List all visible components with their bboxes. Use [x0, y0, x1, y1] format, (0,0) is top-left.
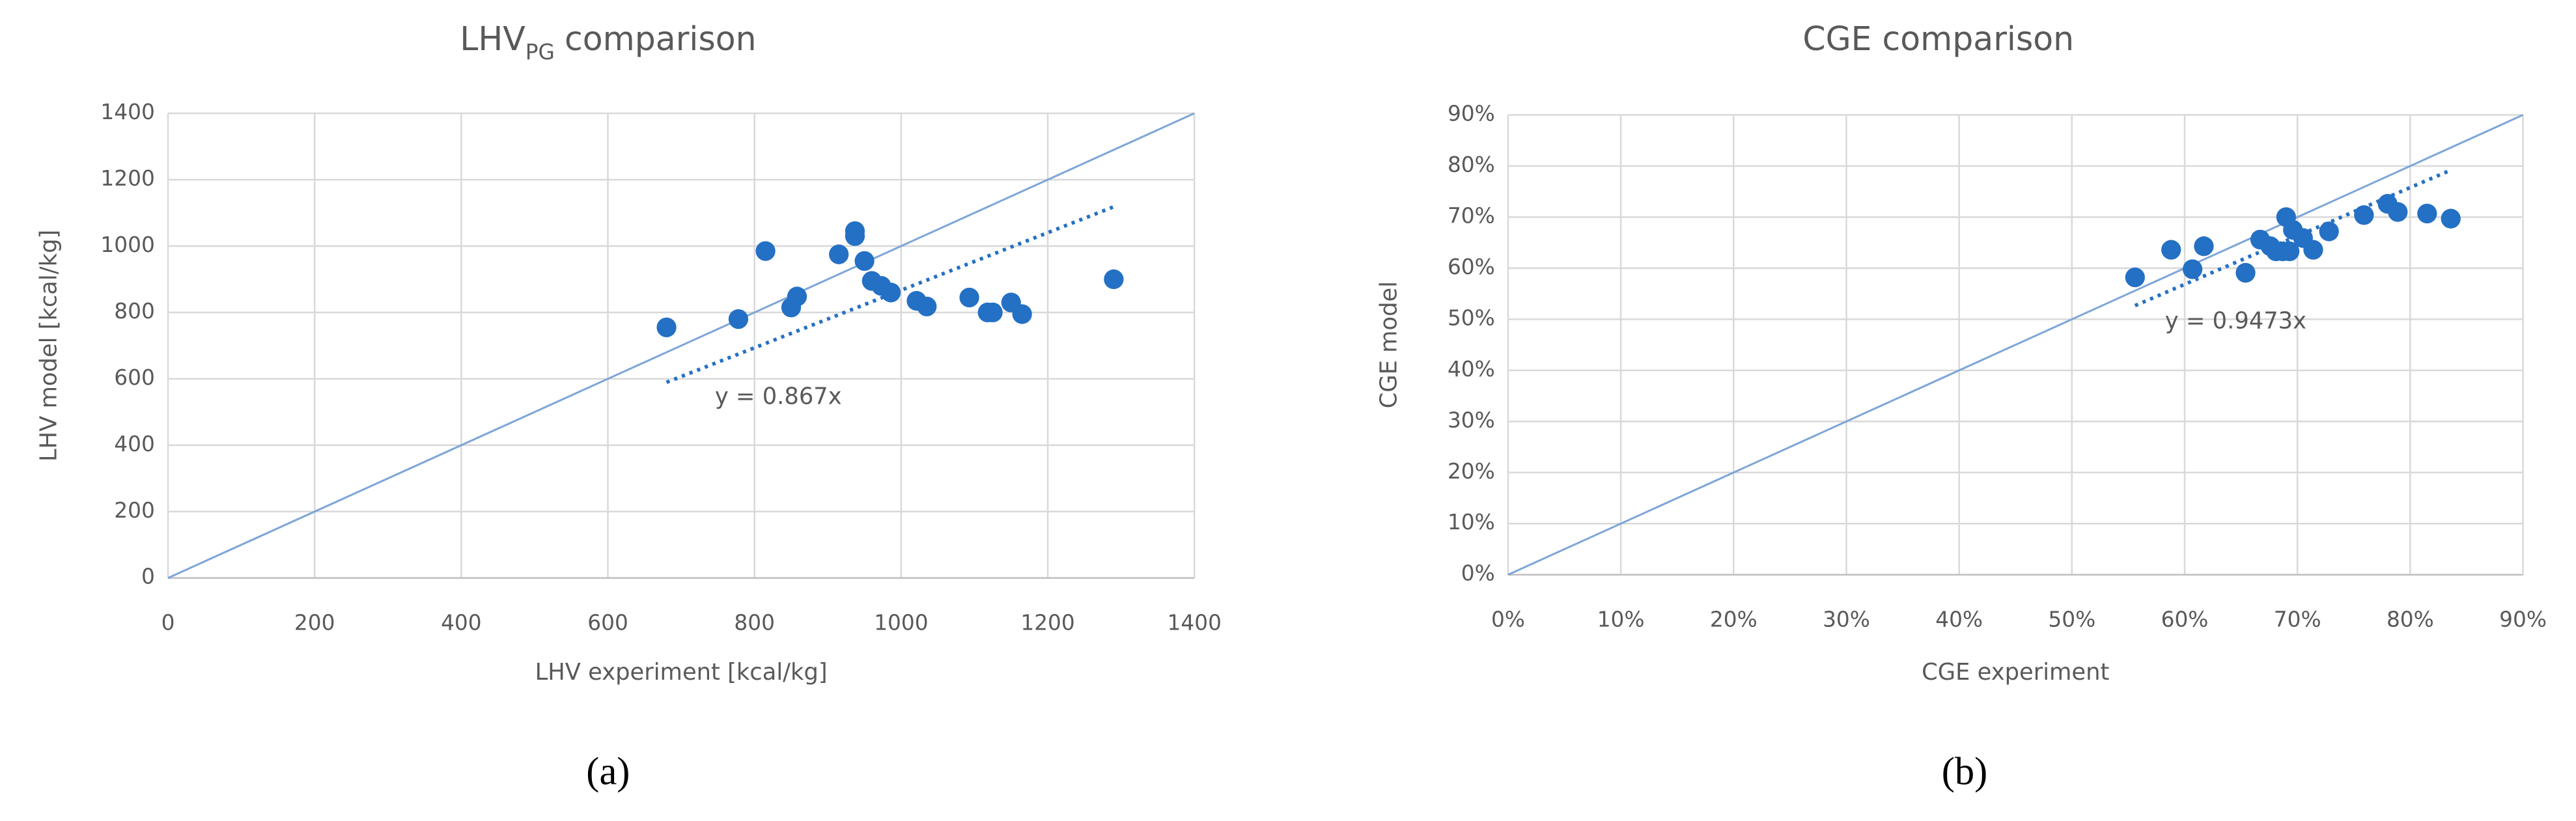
x-tick-label: 400	[441, 610, 482, 635]
x-tick-label: 1200	[1020, 610, 1074, 635]
x-tick-label: 50%	[2048, 607, 2095, 632]
y-tick-label: 0%	[1461, 561, 1495, 586]
point	[2441, 208, 2461, 229]
reference-line	[167, 112, 1195, 579]
point	[728, 309, 749, 329]
y-tick-label: 1000	[100, 232, 154, 257]
x-tick-label: 30%	[1823, 607, 1870, 632]
y-tick-label: 600	[114, 365, 155, 390]
point	[2125, 267, 2145, 288]
x-tick-label: 1000	[874, 610, 928, 635]
point	[917, 296, 937, 316]
x-tick-label: 10%	[1597, 607, 1645, 632]
x-tick-label: 600	[587, 610, 628, 635]
point	[2319, 221, 2339, 242]
point	[2183, 259, 2203, 279]
x-tick-label: 80%	[2387, 607, 2434, 632]
y-tick-label: 70%	[1448, 203, 1495, 228]
point	[983, 302, 1003, 323]
y-tick-label: 60%	[1448, 255, 1495, 279]
point	[854, 251, 875, 271]
point	[2279, 241, 2300, 262]
point	[2194, 236, 2214, 257]
x-tick-label: 1400	[1168, 610, 1222, 635]
y-tick-label: 10%	[1448, 510, 1495, 535]
point	[656, 317, 677, 337]
y-axis-title: CGE model	[1375, 281, 1402, 408]
point	[2161, 240, 2181, 260]
point	[787, 286, 807, 307]
x-tick-label: 0	[161, 610, 175, 635]
y-tick-label: 800	[114, 299, 155, 324]
title-part: comparison	[565, 20, 757, 58]
x-tick-label: 200	[294, 610, 335, 635]
point	[2417, 203, 2437, 224]
x-tick-label: 90%	[2499, 607, 2547, 632]
point	[2303, 240, 2323, 260]
x-tick-label: 20%	[1710, 607, 1757, 632]
panel-label: (a)	[586, 749, 630, 793]
point	[2235, 262, 2256, 283]
x-axis-title: LHV experiment [kcal/kg]	[535, 659, 828, 686]
y-tick-label: 50%	[1448, 305, 1495, 330]
point	[1012, 304, 1032, 324]
y-tick-label: 1400	[100, 100, 154, 124]
x-tick-label: 0%	[1491, 607, 1525, 632]
point	[2354, 205, 2374, 225]
trend-label: y = 0.867x	[715, 383, 842, 410]
title-part: PG	[525, 40, 555, 64]
y-tick-label: 80%	[1448, 152, 1495, 177]
point	[959, 287, 979, 308]
y-tick-label: 0	[141, 564, 155, 589]
x-tick-label: 40%	[1935, 607, 1983, 632]
y-tick-label: 1200	[100, 166, 154, 191]
y-tick-label: 400	[114, 432, 155, 456]
point	[755, 241, 776, 261]
x-tick-label: 60%	[2161, 607, 2209, 632]
y-tick-label: 40%	[1448, 357, 1495, 382]
point	[845, 226, 865, 246]
reference-line	[1507, 114, 2524, 576]
title-part: CGE comparison	[1802, 20, 2074, 58]
x-tick-label: 70%	[2274, 607, 2321, 632]
point	[880, 283, 901, 303]
y-tick-label: 200	[114, 498, 155, 523]
panel-label: (b)	[1942, 749, 1988, 793]
chart-title: CGE comparison	[1802, 20, 2074, 58]
x-tick-label: 800	[734, 610, 775, 635]
point	[2388, 202, 2408, 222]
y-axis-title: LHV model [kcal/kg]	[35, 230, 62, 462]
chart-title: LHVPG comparison	[460, 20, 756, 65]
point	[829, 244, 849, 264]
title-part: LHV	[460, 20, 525, 58]
y-tick-label: 90%	[1448, 102, 1495, 126]
y-tick-label: 30%	[1448, 408, 1495, 432]
trend-label: y = 0.9473x	[2165, 307, 2306, 334]
point	[1104, 269, 1124, 290]
y-tick-label: 20%	[1448, 459, 1495, 484]
x-axis-title: CGE experiment	[1922, 659, 2109, 686]
